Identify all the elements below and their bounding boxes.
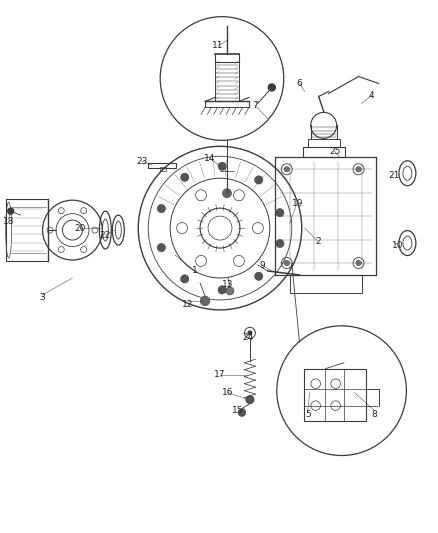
Bar: [303, 147, 345, 157]
Circle shape: [180, 173, 189, 182]
Text: 19: 19: [292, 199, 304, 208]
Circle shape: [356, 260, 361, 266]
Text: 9: 9: [259, 261, 265, 270]
Text: 1: 1: [192, 266, 198, 276]
Circle shape: [238, 409, 246, 416]
Circle shape: [356, 166, 361, 172]
Text: 11: 11: [212, 41, 224, 50]
Text: 5: 5: [305, 410, 311, 419]
Text: 25: 25: [329, 147, 340, 156]
Text: 15: 15: [232, 406, 244, 415]
Bar: [290, 275, 361, 293]
Circle shape: [200, 296, 210, 306]
Text: 18: 18: [3, 216, 14, 225]
Circle shape: [254, 272, 263, 280]
Circle shape: [157, 204, 166, 213]
Text: 16: 16: [222, 388, 234, 397]
Text: 23: 23: [137, 157, 148, 166]
Text: 24: 24: [242, 333, 254, 342]
Text: 7: 7: [252, 101, 258, 110]
Circle shape: [284, 166, 290, 172]
Circle shape: [268, 84, 276, 91]
Bar: [304, 369, 366, 421]
Circle shape: [218, 162, 226, 171]
Text: 12: 12: [182, 301, 194, 309]
Circle shape: [284, 260, 290, 266]
Text: 8: 8: [371, 410, 378, 419]
Bar: [148, 163, 176, 168]
Circle shape: [247, 330, 252, 335]
Text: 22: 22: [100, 231, 111, 239]
Text: 2: 2: [315, 237, 321, 246]
Text: 10: 10: [392, 240, 403, 249]
Text: 4: 4: [369, 91, 374, 100]
Circle shape: [276, 239, 284, 248]
Circle shape: [254, 176, 263, 184]
Text: 17: 17: [214, 370, 226, 379]
Circle shape: [157, 244, 166, 252]
Circle shape: [226, 287, 234, 295]
Circle shape: [223, 189, 231, 198]
Circle shape: [218, 286, 226, 294]
Circle shape: [180, 274, 189, 283]
Circle shape: [8, 208, 14, 214]
Text: 14: 14: [205, 154, 216, 163]
Text: 6: 6: [297, 79, 303, 88]
Text: 13: 13: [222, 280, 234, 289]
Circle shape: [276, 208, 284, 217]
Bar: [308, 139, 339, 147]
Text: 21: 21: [389, 171, 400, 180]
Text: 20: 20: [75, 224, 86, 232]
Bar: [160, 167, 166, 171]
Text: 3: 3: [40, 294, 46, 302]
Circle shape: [246, 395, 254, 404]
